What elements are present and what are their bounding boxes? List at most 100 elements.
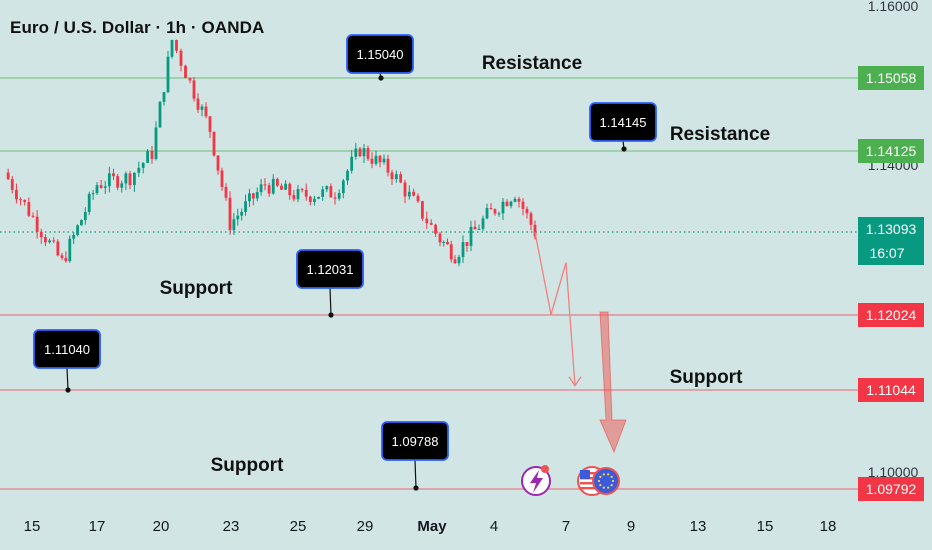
eu-star: [610, 484, 613, 487]
candle-body: [529, 213, 533, 225]
eu-flag-icon[interactable]: [592, 467, 620, 495]
countdown-label: 16:07: [869, 245, 904, 261]
callout-box[interactable]: [589, 102, 657, 142]
price-badge[interactable]: [858, 303, 924, 327]
candle-body: [263, 184, 267, 186]
candle-body: [39, 231, 43, 238]
candle-body: [390, 172, 394, 180]
candle-body: [35, 216, 39, 232]
price-badge[interactable]: [858, 378, 924, 402]
price-badge-label: 1.12024: [866, 307, 917, 323]
candle-body: [128, 173, 132, 186]
x-tick-label: 9: [627, 518, 635, 535]
candle-body: [251, 193, 255, 199]
candle-body: [179, 50, 183, 66]
candle-body: [196, 98, 200, 110]
annotation-label: Resistance: [482, 53, 582, 74]
large-down-arrow: [599, 311, 627, 454]
callout-label: 1.15040: [357, 47, 404, 62]
price-badge[interactable]: [858, 477, 924, 501]
price-badge[interactable]: [858, 139, 924, 163]
eu-star: [607, 486, 610, 489]
candle-body: [457, 256, 461, 264]
flag-stripe: [580, 487, 604, 490]
x-tick-label: 4: [490, 518, 498, 535]
candle-body: [120, 183, 124, 188]
candle-body: [232, 219, 236, 231]
x-tick-label: 23: [223, 518, 240, 535]
candle-body: [137, 167, 141, 173]
callout-box[interactable]: [346, 34, 414, 74]
candle-body: [240, 211, 244, 216]
candle-body: [162, 92, 166, 102]
candle-body: [112, 173, 115, 177]
candle-body: [438, 233, 442, 243]
candle-body: [184, 65, 187, 79]
callout-dot: [328, 312, 334, 318]
candle-body: [170, 39, 174, 57]
y-tick-label: 1.10000: [868, 464, 919, 480]
current-price-badge[interactable]: [858, 217, 924, 265]
candle-body: [72, 234, 76, 239]
candle-body: [313, 198, 316, 202]
candle-body: [469, 226, 473, 246]
candle-body: [52, 240, 56, 242]
x-tick-label: 18: [820, 518, 837, 535]
x-tick-label: 20: [153, 518, 170, 535]
candle-body: [48, 240, 51, 243]
candle-body: [378, 155, 382, 163]
candle-body: [362, 148, 366, 157]
price-badge-label: 1.15058: [866, 70, 917, 86]
candle-body: [288, 183, 292, 196]
callout-dot: [621, 146, 627, 152]
candle-body: [284, 183, 288, 190]
candle-body: [292, 195, 296, 200]
candle-body: [271, 178, 275, 194]
candle-body: [407, 191, 411, 197]
price-badge-label: 1.09792: [866, 481, 917, 497]
candle-body: [485, 208, 489, 219]
price-badge-label: 1.11044: [866, 382, 916, 398]
candle-body: [80, 220, 83, 226]
flag-stripe: [580, 477, 604, 480]
candle-body: [354, 148, 358, 157]
flag-stripe: [580, 472, 604, 475]
candle-body: [509, 201, 513, 207]
candle-body: [204, 106, 208, 117]
x-tick-label: 25: [290, 518, 307, 535]
candle-body: [44, 237, 47, 243]
candle-body: [95, 185, 99, 194]
candle-body: [358, 148, 362, 157]
x-tick-label: 7: [562, 518, 570, 535]
candle-body: [333, 197, 337, 199]
candle-body: [412, 191, 416, 196]
candle-body: [386, 158, 390, 173]
candle-body: [442, 241, 446, 243]
candle-body: [275, 178, 279, 186]
callout-pointer: [414, 459, 417, 489]
callout-label: 1.09788: [392, 434, 439, 449]
x-tick-label: 29: [357, 518, 374, 535]
price-badge[interactable]: [858, 66, 924, 90]
candle-body: [505, 201, 509, 207]
candle-body: [116, 176, 120, 188]
candle-body: [150, 150, 154, 159]
candle-body: [300, 189, 304, 191]
eu-star: [599, 475, 602, 478]
candle-body: [329, 186, 333, 198]
candle-body: [224, 186, 228, 198]
callout-box[interactable]: [33, 329, 101, 369]
callout-box[interactable]: [296, 249, 364, 289]
callout-box[interactable]: [381, 421, 449, 461]
candle-body: [99, 185, 103, 188]
candle-body: [56, 241, 60, 256]
candle-body: [513, 198, 517, 202]
current-price-label: 1.13093: [866, 221, 917, 237]
candle-body: [453, 259, 457, 264]
candle-body: [481, 218, 485, 229]
callout-label: 1.14145: [600, 115, 647, 130]
candle-body: [15, 189, 18, 200]
candle-body: [521, 201, 525, 209]
